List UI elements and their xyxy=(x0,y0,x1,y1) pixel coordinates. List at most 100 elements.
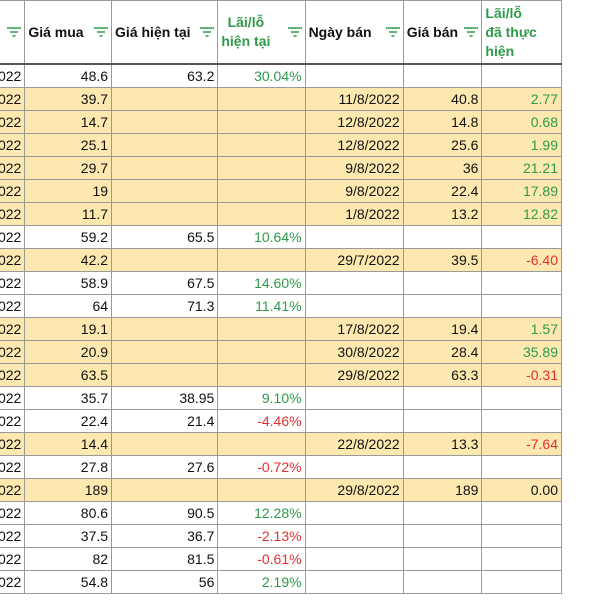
cell-buy-date[interactable]: /2022 xyxy=(0,156,26,180)
cell-buy-price[interactable]: 14.4 xyxy=(24,432,113,456)
cell-unrealized-pl[interactable] xyxy=(217,340,306,364)
cell-current-price[interactable]: 65.5 xyxy=(111,225,219,249)
cell-sell-date[interactable]: 29/8/2022 xyxy=(304,363,404,387)
cell-sell-price[interactable] xyxy=(402,524,483,548)
cell-buy-date[interactable]: /2022 xyxy=(0,87,26,111)
cell-buy-price[interactable]: 54.8 xyxy=(24,570,113,594)
cell-sell-price[interactable]: 13.2 xyxy=(402,202,483,226)
cell-sell-price[interactable]: 39.5 xyxy=(402,248,483,272)
cell-current-price[interactable]: 90.5 xyxy=(111,501,219,525)
cell-sell-price[interactable] xyxy=(402,271,483,295)
cell-sell-price[interactable]: 36 xyxy=(402,156,483,180)
cell-sell-price[interactable]: 13.3 xyxy=(402,432,483,456)
cell-sell-date[interactable] xyxy=(304,386,404,410)
cell-current-price[interactable] xyxy=(111,432,219,456)
cell-buy-date[interactable]: /2022 xyxy=(0,570,26,594)
cell-realized-pl[interactable]: 35.89 xyxy=(481,340,562,364)
cell-buy-price[interactable]: 19.1 xyxy=(24,317,113,341)
cell-buy-date[interactable]: /2022 xyxy=(0,409,26,433)
cell-buy-price[interactable]: 11.7 xyxy=(24,202,113,226)
cell-buy-date[interactable]: /2022 xyxy=(0,501,26,525)
cell-sell-price[interactable]: 189 xyxy=(402,478,483,502)
cell-realized-pl[interactable]: 1.57 xyxy=(481,317,562,341)
cell-unrealized-pl[interactable] xyxy=(217,248,306,272)
cell-current-price[interactable]: 81.5 xyxy=(111,547,219,571)
cell-realized-pl[interactable] xyxy=(481,271,562,295)
cell-buy-price[interactable]: 80.6 xyxy=(24,501,113,525)
cell-unrealized-pl[interactable]: 2.19% xyxy=(217,570,306,594)
cell-buy-date[interactable]: /2022 xyxy=(0,110,26,134)
cell-current-price[interactable] xyxy=(111,202,219,226)
cell-sell-date[interactable]: 11/8/2022 xyxy=(304,87,404,111)
cell-sell-price[interactable]: 63.3 xyxy=(402,363,483,387)
cell-realized-pl[interactable]: 2.77 xyxy=(481,87,562,111)
cell-unrealized-pl[interactable] xyxy=(217,156,306,180)
cell-sell-date[interactable]: 17/8/2022 xyxy=(304,317,404,341)
cell-buy-price[interactable]: 82 xyxy=(24,547,113,571)
cell-sell-date[interactable]: 30/8/2022 xyxy=(304,340,404,364)
cell-current-price[interactable]: 38.95 xyxy=(111,386,219,410)
cell-sell-date[interactable]: 12/8/2022 xyxy=(304,110,404,134)
cell-current-price[interactable]: 63.2 xyxy=(111,63,219,88)
cell-current-price[interactable]: 21.4 xyxy=(111,409,219,433)
cell-buy-price[interactable]: 189 xyxy=(24,478,113,502)
cell-realized-pl[interactable] xyxy=(481,547,562,571)
cell-unrealized-pl[interactable]: 30.04% xyxy=(217,63,306,88)
cell-buy-price[interactable]: 48.6 xyxy=(24,63,113,88)
cell-sell-date[interactable]: 29/8/2022 xyxy=(304,478,404,502)
cell-realized-pl[interactable] xyxy=(481,63,562,88)
cell-unrealized-pl[interactable] xyxy=(217,363,306,387)
cell-unrealized-pl[interactable]: -4.46% xyxy=(217,409,306,433)
cell-sell-date[interactable]: 1/8/2022 xyxy=(304,202,404,226)
filter-icon[interactable] xyxy=(94,27,109,37)
cell-buy-date[interactable]: /2022 xyxy=(0,363,26,387)
cell-current-price[interactable] xyxy=(111,248,219,272)
cell-current-price[interactable] xyxy=(111,133,219,157)
cell-buy-date[interactable]: /2022 xyxy=(0,202,26,226)
cell-buy-date[interactable]: /2022 xyxy=(0,432,26,456)
cell-realized-pl[interactable] xyxy=(481,386,562,410)
cell-realized-pl[interactable] xyxy=(481,524,562,548)
cell-sell-date[interactable] xyxy=(304,547,404,571)
cell-buy-date[interactable]: /2022 xyxy=(0,271,26,295)
cell-realized-pl[interactable] xyxy=(481,225,562,249)
cell-buy-date[interactable]: /2022 xyxy=(0,317,26,341)
filter-icon[interactable] xyxy=(287,27,302,37)
cell-current-price[interactable] xyxy=(111,87,219,111)
cell-buy-price[interactable]: 19 xyxy=(24,179,113,203)
cell-buy-price[interactable]: 64 xyxy=(24,294,113,318)
cell-buy-price[interactable]: 42.2 xyxy=(24,248,113,272)
cell-realized-pl[interactable] xyxy=(481,501,562,525)
cell-sell-date[interactable]: 29/7/2022 xyxy=(304,248,404,272)
cell-unrealized-pl[interactable]: 10.64% xyxy=(217,225,306,249)
cell-unrealized-pl[interactable] xyxy=(217,133,306,157)
cell-sell-price[interactable]: 28.4 xyxy=(402,340,483,364)
cell-buy-price[interactable]: 25.1 xyxy=(24,133,113,157)
cell-buy-date[interactable]: /2022 xyxy=(0,63,26,88)
cell-buy-price[interactable]: 20.9 xyxy=(24,340,113,364)
cell-realized-pl[interactable]: 0.68 xyxy=(481,110,562,134)
cell-current-price[interactable] xyxy=(111,110,219,134)
filter-icon[interactable] xyxy=(385,27,400,37)
cell-realized-pl[interactable]: -6.40 xyxy=(481,248,562,272)
cell-buy-price[interactable]: 63.5 xyxy=(24,363,113,387)
cell-sell-price[interactable]: 25.6 xyxy=(402,133,483,157)
cell-unrealized-pl[interactable] xyxy=(217,432,306,456)
cell-buy-date[interactable]: /2022 xyxy=(0,179,26,203)
cell-buy-date[interactable]: /2022 xyxy=(0,386,26,410)
cell-sell-price[interactable] xyxy=(402,501,483,525)
cell-current-price[interactable]: 27.6 xyxy=(111,455,219,479)
cell-buy-price[interactable]: 59.2 xyxy=(24,225,113,249)
cell-current-price[interactable] xyxy=(111,478,219,502)
cell-buy-price[interactable]: 58.9 xyxy=(24,271,113,295)
cell-realized-pl[interactable]: 21.21 xyxy=(481,156,562,180)
cell-unrealized-pl[interactable]: -0.61% xyxy=(217,547,306,571)
cell-sell-price[interactable]: 40.8 xyxy=(402,87,483,111)
cell-sell-date[interactable] xyxy=(304,63,404,88)
cell-buy-date[interactable]: /2022 xyxy=(0,225,26,249)
cell-realized-pl[interactable]: 1.99 xyxy=(481,133,562,157)
cell-sell-price[interactable] xyxy=(402,225,483,249)
cell-buy-date[interactable]: /2022 xyxy=(0,133,26,157)
cell-buy-date[interactable]: /2022 xyxy=(0,455,26,479)
cell-sell-price[interactable] xyxy=(402,570,483,594)
